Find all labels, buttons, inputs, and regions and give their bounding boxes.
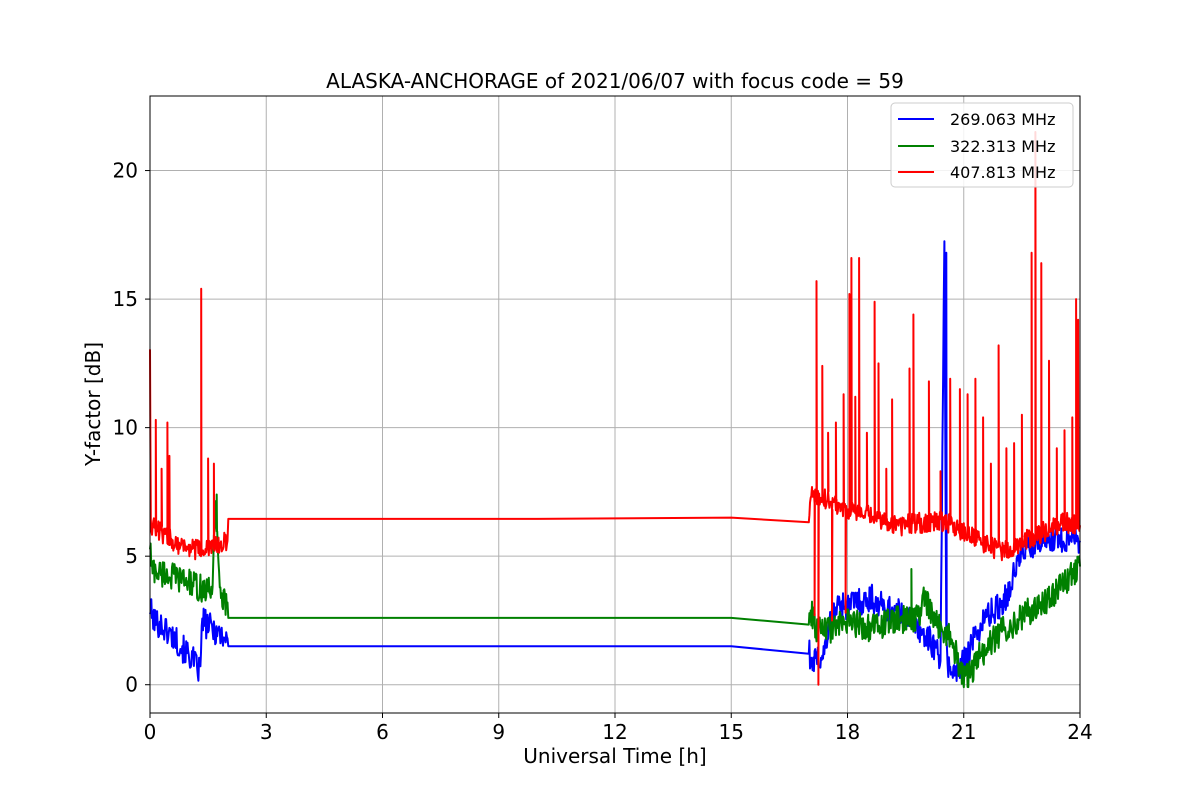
legend: 269.063 MHz 322.313 MHz 407.813 MHz: [890, 102, 1074, 188]
y-tick-label: 0: [125, 673, 138, 697]
legend-label-series-3: 407.813 MHz: [950, 163, 1055, 182]
x-tick-label: 18: [835, 720, 860, 744]
x-axis-label: Universal Time [h]: [523, 744, 706, 768]
plot-lines: [149, 131, 1081, 689]
x-tick-label: 9: [492, 720, 505, 744]
series-line-3: [149, 131, 1081, 686]
y-tick-label: 5: [125, 544, 138, 568]
x-tick-label: 0: [144, 720, 157, 744]
chart-title: ALASKA-ANCHORAGE of 2021/06/07 with focu…: [326, 69, 904, 93]
legend-label-series-2: 322.313 MHz: [950, 137, 1055, 156]
y-axis: 0 5 10 15 20: [113, 159, 150, 697]
x-tick-label: 24: [1067, 720, 1092, 744]
y-tick-label: 20: [113, 159, 138, 183]
x-tick-label: 15: [719, 720, 744, 744]
y-tick-label: 10: [113, 416, 138, 440]
y-axis-label: Y-factor [dB]: [81, 342, 105, 467]
legend-box: [890, 102, 1074, 188]
x-tick-label: 12: [602, 720, 627, 744]
x-tick-label: 21: [951, 720, 976, 744]
x-axis: 0 3 6 9 12 15 18 21 24: [144, 713, 1093, 744]
x-tick-label: 6: [376, 720, 389, 744]
legend-label-series-1: 269.063 MHz: [950, 110, 1055, 129]
series-line-2: [149, 493, 1081, 689]
x-tick-label: 3: [260, 720, 273, 744]
y-tick-label: 15: [113, 287, 138, 311]
